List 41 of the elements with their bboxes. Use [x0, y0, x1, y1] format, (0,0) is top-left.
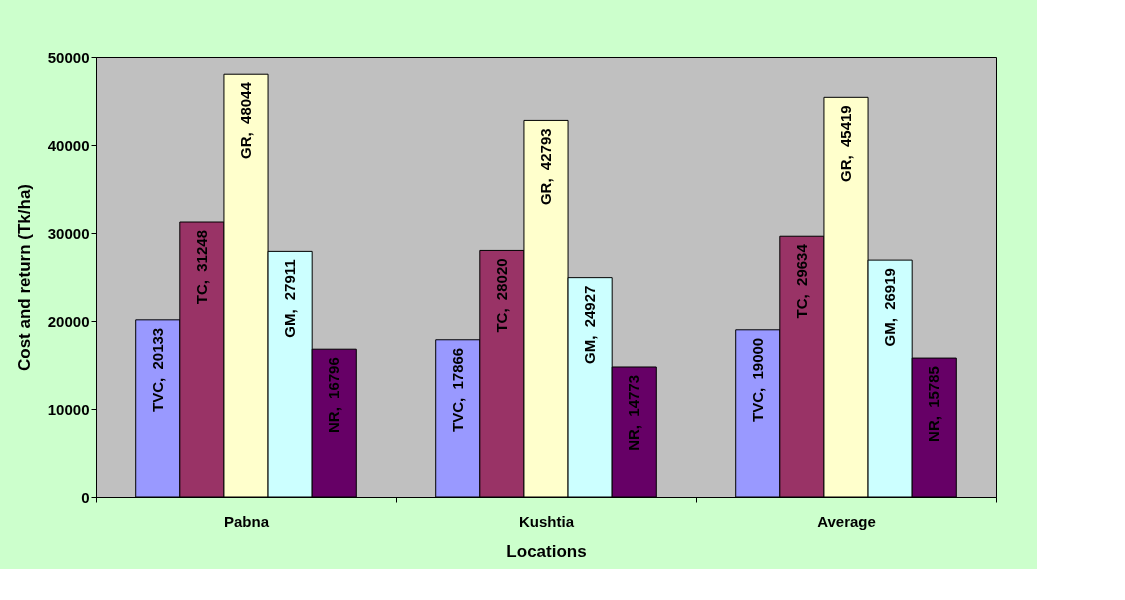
text: GR, [837, 155, 854, 182]
data-label: 16796 [325, 357, 343, 399]
text: NR, [925, 416, 943, 442]
series-label: TC, [792, 294, 810, 319]
data-label: 42793 [537, 128, 554, 171]
y-tick-label: 50000 [47, 48, 90, 66]
text: TVC, [448, 397, 466, 432]
data-label: 19000 [748, 337, 766, 380]
data-label: 29634 [792, 243, 810, 286]
data-label: 31248 [192, 230, 210, 272]
y-tick-label: 10000 [47, 400, 90, 418]
text: TC, [492, 308, 510, 333]
data-label: 20133 [148, 327, 166, 370]
data-label: 28020 [492, 258, 510, 301]
x-tick-label: Pabna [223, 512, 270, 530]
text: GM, [581, 335, 599, 364]
data-label: 45419 [837, 105, 854, 148]
series-label: GR, [537, 178, 554, 206]
data-label: 27911 [281, 259, 299, 301]
series-label: TVC, [748, 387, 766, 422]
data-label: 26919 [881, 268, 899, 310]
x-tick-label: Average [817, 512, 876, 530]
y-tick-label: 20000 [47, 312, 90, 330]
series-label: GM, [281, 309, 299, 338]
x-axis-title: Locations [506, 541, 587, 561]
y-tick-label: 0 [81, 488, 90, 506]
text: TC, [192, 280, 210, 305]
y-axis-title: Cost and return (Tk/ha) [14, 183, 34, 372]
data-label: 14773 [625, 375, 643, 417]
y-tick-label: 30000 [47, 224, 90, 242]
text: TVC, [148, 377, 166, 412]
text: GM, [881, 318, 899, 347]
data-label: 15785 [925, 366, 943, 408]
x-tick-label: Kushtia [518, 512, 575, 530]
data-label: 24927 [581, 285, 599, 328]
data-label: 17866 [448, 347, 466, 390]
y-tick-label: 40000 [47, 136, 90, 154]
text: GR, [237, 132, 254, 159]
series-label: NR, [325, 407, 343, 434]
text: NR, [625, 425, 643, 451]
data-label: 48044 [237, 81, 254, 124]
